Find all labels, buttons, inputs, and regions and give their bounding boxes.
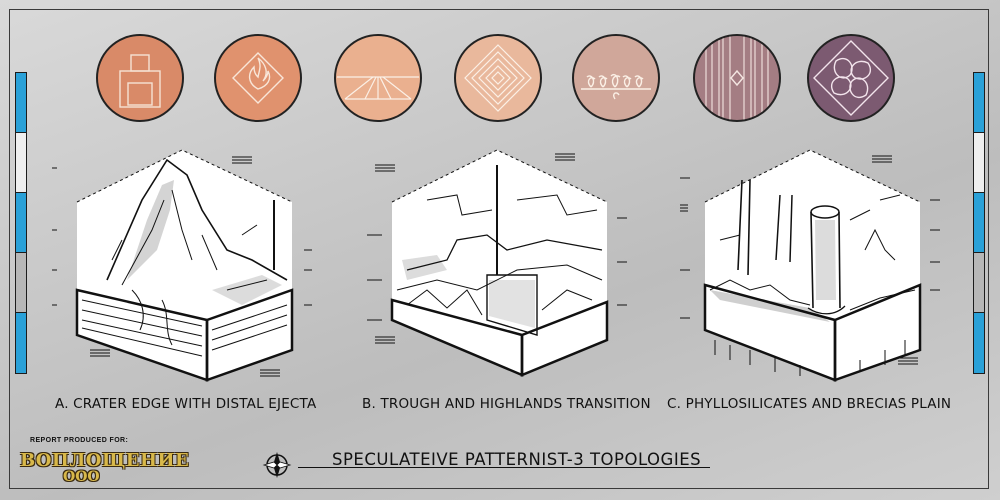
wave-swirl-pattern-icon bbox=[572, 34, 660, 122]
compass-rose-icon bbox=[262, 452, 292, 478]
left-side-bar bbox=[15, 72, 27, 374]
side-segment-grey bbox=[16, 253, 26, 313]
title-underline bbox=[298, 467, 710, 468]
converging-lines-pattern-icon bbox=[334, 34, 422, 122]
outer-frame bbox=[9, 9, 989, 489]
side-segment-blue bbox=[16, 73, 26, 133]
client-sub-logo: ООО bbox=[63, 469, 100, 485]
side-segment-blue bbox=[974, 193, 984, 253]
right-side-bar bbox=[973, 72, 985, 374]
panel-caption-a: A. CRATER EDGE WITH DISTAL EJECTA bbox=[55, 396, 317, 412]
side-segment-white bbox=[16, 133, 26, 193]
page-title: SPECULATEIVE PATTERNIST-3 TOPOLOGIES bbox=[332, 450, 702, 469]
concentric-diamonds-pattern-icon bbox=[454, 34, 542, 122]
panel-caption-c: C. PHYLLOSILICATES AND BRECIAS PLAIN bbox=[667, 396, 952, 412]
side-segment-blue bbox=[16, 313, 26, 373]
stacked-blocks-pattern-icon bbox=[96, 34, 184, 122]
side-segment-blue bbox=[974, 73, 984, 133]
phyllosilicates-plain-block-diagram bbox=[680, 149, 940, 382]
report-produced-for-label: REPORT PRODUCED FOR: bbox=[30, 437, 129, 444]
crater-edge-block-diagram bbox=[52, 149, 312, 382]
trough-highlands-block-diagram bbox=[367, 149, 627, 377]
quatrefoil-knot-pattern-icon bbox=[807, 34, 895, 122]
side-segment-grey bbox=[974, 253, 984, 313]
side-segment-blue bbox=[16, 193, 26, 253]
panel-caption-b: B. TROUGH AND HIGHLANDS TRANSITION bbox=[362, 396, 651, 412]
client-name-logo: ВОПЛОЩЕНИЕ bbox=[20, 450, 190, 471]
flame-diamond-pattern-icon bbox=[214, 34, 302, 122]
side-segment-blue bbox=[974, 313, 984, 373]
vertical-stripes-pattern-icon bbox=[693, 34, 781, 122]
side-segment-white bbox=[974, 133, 984, 193]
